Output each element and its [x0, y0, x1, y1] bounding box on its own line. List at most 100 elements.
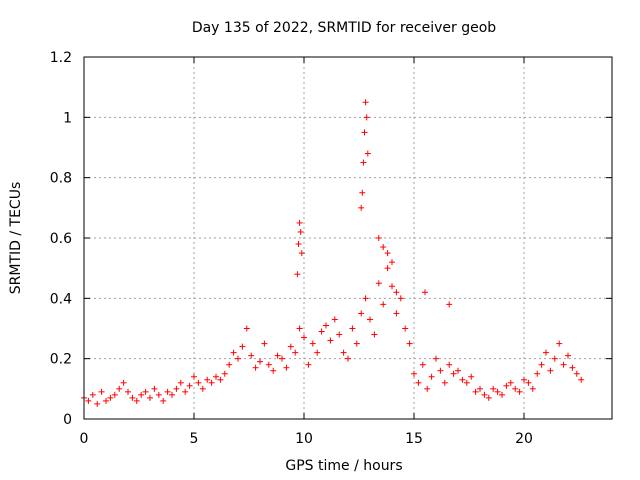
data-point	[147, 394, 153, 401]
data-point	[393, 310, 400, 317]
data-point	[367, 316, 373, 323]
data-point	[85, 397, 92, 404]
data-point	[371, 331, 378, 338]
data-point	[230, 349, 237, 356]
data-point	[375, 280, 382, 287]
data-point	[389, 283, 395, 290]
data-point	[270, 367, 277, 374]
data-point	[468, 373, 475, 380]
data-point	[573, 370, 580, 377]
data-point	[314, 349, 321, 356]
data-point	[402, 325, 409, 332]
data-point	[252, 364, 259, 371]
data-point	[155, 391, 162, 398]
x-axis-label: GPS time / hours	[285, 458, 402, 474]
grid-lines	[84, 57, 612, 419]
data-point	[507, 379, 514, 386]
data-point	[298, 250, 305, 257]
data-point	[296, 325, 303, 332]
data-point	[221, 370, 228, 377]
data-point	[235, 355, 241, 362]
data-point	[441, 379, 448, 386]
data-point	[213, 373, 219, 380]
data-point	[358, 204, 365, 211]
data-point	[560, 361, 567, 368]
data-point	[295, 241, 302, 248]
x-tick-label: 20	[515, 431, 533, 447]
y-tick-label: 0	[63, 412, 72, 428]
data-point	[279, 355, 285, 362]
data-point	[578, 376, 585, 383]
data-point	[359, 189, 366, 196]
y-tick-label: 1	[63, 110, 72, 126]
data-point	[169, 391, 175, 398]
data-point	[393, 289, 400, 296]
data-point	[525, 379, 532, 386]
data-point	[364, 150, 371, 157]
data-point	[248, 352, 255, 359]
data-point	[397, 295, 404, 302]
data-point	[177, 379, 184, 386]
data-point	[191, 373, 197, 380]
data-point	[217, 376, 224, 383]
axis-ticks: 0 5 10 15 20 0 0.2 0.4 0.6 0.8 1 1.2	[50, 50, 612, 447]
data-point	[433, 355, 439, 362]
data-point	[125, 388, 131, 395]
data-point	[294, 271, 301, 278]
data-point	[309, 340, 316, 347]
data-points	[81, 99, 585, 407]
data-point	[287, 343, 294, 350]
x-tick-label: 10	[295, 431, 313, 447]
y-tick-label: 0.8	[50, 171, 72, 187]
data-point	[481, 391, 488, 398]
data-point	[485, 394, 492, 401]
data-point	[494, 388, 501, 395]
data-point	[543, 349, 549, 356]
data-point	[437, 367, 444, 374]
y-tick-label: 0.2	[50, 352, 72, 368]
data-point	[133, 397, 140, 404]
data-point	[428, 373, 435, 380]
chart-title: Day 135 of 2022, SRMTID for receiver geo…	[192, 20, 496, 36]
data-point	[331, 316, 338, 323]
data-point	[384, 250, 391, 257]
x-tick-label: 0	[80, 431, 89, 447]
data-point	[503, 382, 510, 389]
data-point	[151, 385, 158, 392]
data-point	[301, 334, 307, 341]
y-tick-label: 0.4	[50, 291, 72, 307]
data-point	[361, 129, 368, 136]
data-point	[340, 349, 347, 356]
data-point	[384, 265, 391, 272]
data-point	[107, 394, 114, 401]
y-axis-label: SRMTID / TECUs	[8, 182, 24, 295]
data-point	[323, 322, 329, 329]
data-point	[512, 385, 519, 392]
data-point	[195, 379, 202, 386]
data-point	[424, 385, 431, 392]
data-point	[208, 379, 215, 386]
data-point	[551, 355, 558, 362]
data-point	[411, 370, 417, 377]
data-point	[186, 382, 193, 389]
data-point	[490, 385, 497, 392]
data-point	[353, 340, 360, 347]
data-point	[94, 400, 101, 407]
y-tick-label: 0.6	[50, 231, 72, 247]
data-point	[477, 385, 483, 392]
data-point	[380, 301, 387, 308]
data-point	[358, 310, 365, 317]
data-point	[243, 325, 250, 332]
data-point	[182, 388, 189, 395]
data-point	[129, 394, 136, 401]
data-point	[318, 328, 325, 335]
data-point	[415, 379, 422, 386]
data-point	[89, 391, 96, 398]
data-point	[499, 391, 505, 398]
data-point	[257, 358, 263, 365]
data-point	[450, 370, 457, 377]
data-point	[336, 331, 343, 338]
data-point	[565, 352, 571, 359]
data-point	[389, 259, 395, 266]
